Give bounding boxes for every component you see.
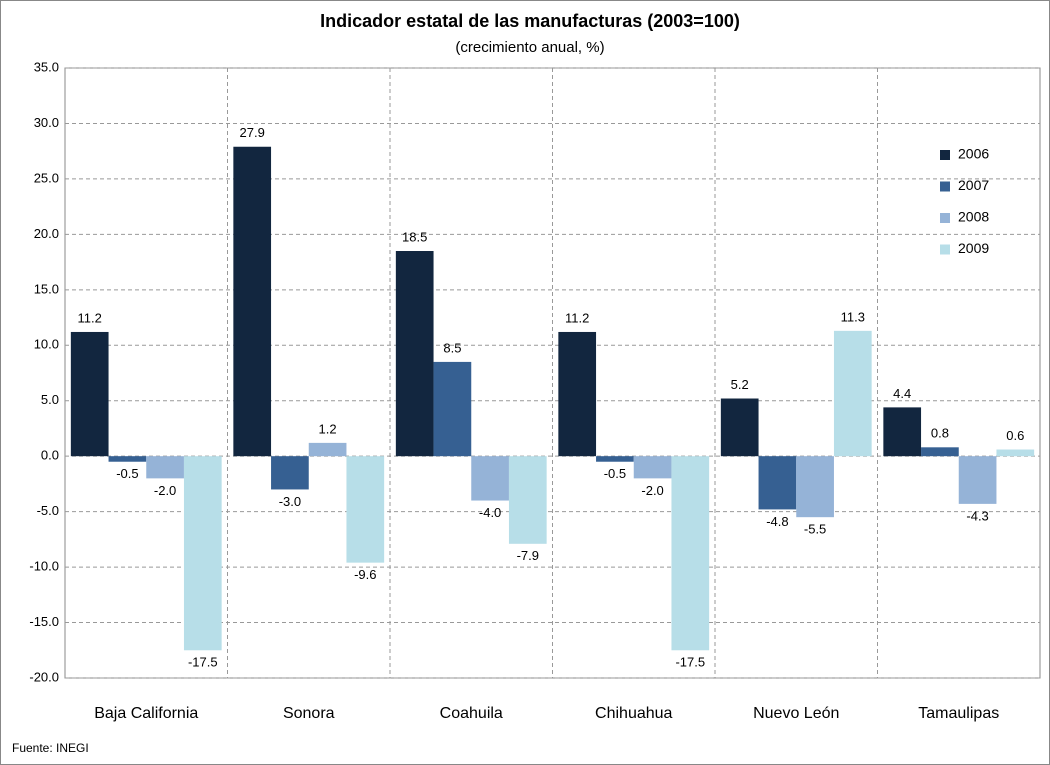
bar <box>921 447 959 457</box>
y-tick-label: 35.0 <box>34 59 59 74</box>
data-label: -0.5 <box>604 466 626 481</box>
chart-subtitle: (crecimiento anual, %) <box>455 39 604 56</box>
bar <box>146 456 184 479</box>
bar <box>508 456 547 544</box>
bar <box>395 251 434 457</box>
x-tick-label: Coahuila <box>440 705 503 722</box>
bar <box>271 456 309 490</box>
bar <box>596 456 634 462</box>
x-tick-label: Baja California <box>94 705 198 722</box>
data-label: -7.9 <box>517 548 539 563</box>
legend-swatch <box>940 181 950 192</box>
data-label: 4.4 <box>893 386 911 401</box>
data-label: -4.3 <box>966 508 988 523</box>
y-tick-label: 5.0 <box>41 392 59 407</box>
bar <box>671 456 710 651</box>
bar <box>833 330 872 457</box>
data-label: -5.5 <box>804 522 826 537</box>
x-tick-label: Tamaulipas <box>918 705 999 722</box>
y-tick-label: 30.0 <box>34 115 59 130</box>
data-label: 5.2 <box>731 377 749 392</box>
bar <box>996 449 1035 457</box>
bar <box>183 456 222 651</box>
bar <box>108 456 147 462</box>
bar <box>558 331 597 457</box>
x-tick-label: Nuevo León <box>753 705 839 722</box>
bar <box>471 456 509 501</box>
bar <box>958 456 997 504</box>
data-label: 1.2 <box>319 421 337 436</box>
y-tick-label: -5.0 <box>37 503 59 518</box>
y-tick-label: -15.0 <box>29 614 59 629</box>
y-tick-label: 15.0 <box>34 281 59 296</box>
legend-label: 2009 <box>958 240 989 256</box>
data-label: 27.9 <box>240 125 265 140</box>
bar <box>70 331 109 457</box>
data-label: 0.6 <box>1006 428 1024 443</box>
data-label: 11.3 <box>841 309 865 324</box>
data-label: -3.0 <box>279 494 301 509</box>
bar <box>758 456 797 510</box>
data-label: -17.5 <box>188 655 218 670</box>
legend-label: 2008 <box>958 209 989 225</box>
y-tick-label: 20.0 <box>34 226 59 241</box>
data-label: 8.5 <box>443 340 461 355</box>
bar <box>433 361 472 457</box>
y-tick-label: -10.0 <box>29 559 59 574</box>
y-tick-label: -20.0 <box>29 669 59 684</box>
bar <box>796 456 834 518</box>
legend-swatch <box>940 244 950 255</box>
y-tick-label: 0.0 <box>41 448 59 463</box>
data-label: 0.8 <box>931 426 949 441</box>
source-note: Fuente: INEGI <box>12 741 89 755</box>
bar <box>308 442 347 457</box>
data-label: -4.8 <box>766 514 788 529</box>
x-tick-label: Sonora <box>283 705 335 722</box>
bar <box>233 146 272 457</box>
x-tick-label: Chihuahua <box>595 705 673 722</box>
data-label: -0.5 <box>116 466 138 481</box>
y-tick-label: 25.0 <box>34 170 59 185</box>
bar <box>883 407 922 457</box>
data-label: -2.0 <box>641 483 663 498</box>
bar <box>633 456 672 479</box>
data-label: -9.6 <box>354 567 376 582</box>
data-label: -2.0 <box>154 483 176 498</box>
chart-title: Indicador estatal de las manufacturas (2… <box>320 11 740 31</box>
legend-swatch <box>940 150 950 160</box>
data-label: 11.2 <box>565 310 589 325</box>
legend-label: 2006 <box>958 146 989 162</box>
y-tick-label: 10.0 <box>34 337 59 352</box>
data-label: -4.0 <box>479 505 501 520</box>
bar <box>346 456 385 563</box>
data-label: -17.5 <box>675 655 705 670</box>
data-label: 18.5 <box>402 229 427 244</box>
legend-swatch <box>940 213 950 223</box>
bar <box>720 398 759 457</box>
data-label: 11.2 <box>78 310 102 325</box>
legend-label: 2007 <box>958 177 989 193</box>
